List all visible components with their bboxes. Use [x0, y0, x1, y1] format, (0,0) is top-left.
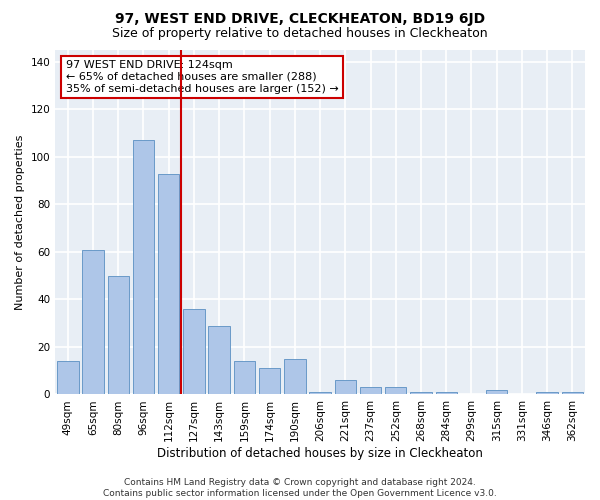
Bar: [233, 361, 255, 394]
Bar: [385, 388, 406, 394]
Bar: [536, 392, 558, 394]
Bar: [562, 392, 583, 394]
Bar: [436, 392, 457, 394]
Bar: [133, 140, 154, 394]
Bar: [259, 368, 280, 394]
Bar: [208, 326, 230, 394]
Bar: [183, 309, 205, 394]
Bar: [82, 250, 104, 394]
Bar: [57, 361, 79, 394]
Bar: [360, 388, 381, 394]
X-axis label: Distribution of detached houses by size in Cleckheaton: Distribution of detached houses by size …: [157, 447, 483, 460]
Bar: [486, 390, 508, 394]
Bar: [158, 174, 179, 394]
Bar: [284, 359, 305, 394]
Text: 97, WEST END DRIVE, CLECKHEATON, BD19 6JD: 97, WEST END DRIVE, CLECKHEATON, BD19 6J…: [115, 12, 485, 26]
Bar: [410, 392, 432, 394]
Bar: [310, 392, 331, 394]
Text: 97 WEST END DRIVE: 124sqm
← 65% of detached houses are smaller (288)
35% of semi: 97 WEST END DRIVE: 124sqm ← 65% of detac…: [66, 60, 338, 94]
Text: Contains HM Land Registry data © Crown copyright and database right 2024.
Contai: Contains HM Land Registry data © Crown c…: [103, 478, 497, 498]
Text: Size of property relative to detached houses in Cleckheaton: Size of property relative to detached ho…: [112, 28, 488, 40]
Y-axis label: Number of detached properties: Number of detached properties: [15, 134, 25, 310]
Bar: [107, 276, 129, 394]
Bar: [335, 380, 356, 394]
